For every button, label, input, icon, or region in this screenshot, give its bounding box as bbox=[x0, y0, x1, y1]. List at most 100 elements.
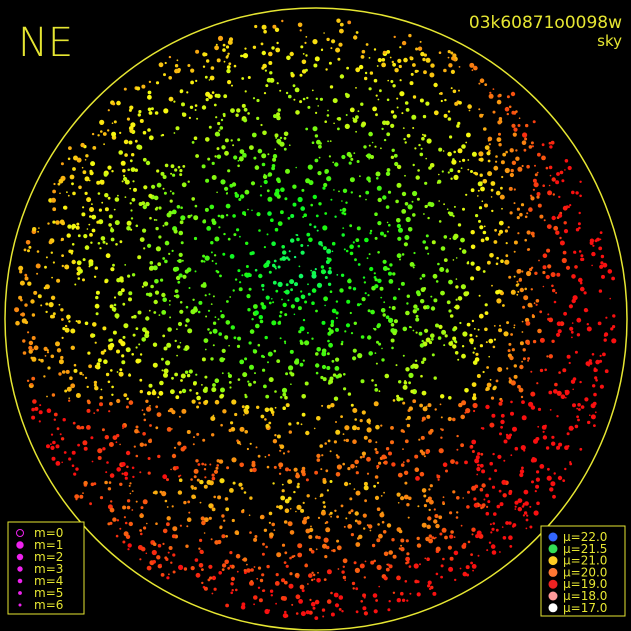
star bbox=[163, 372, 168, 378]
star bbox=[315, 363, 320, 368]
star bbox=[34, 406, 39, 411]
star bbox=[285, 564, 289, 568]
star bbox=[408, 381, 411, 385]
star bbox=[36, 250, 40, 253]
star bbox=[293, 98, 296, 101]
star bbox=[31, 336, 36, 340]
star bbox=[166, 478, 169, 482]
star bbox=[399, 79, 402, 82]
star bbox=[19, 280, 25, 286]
star bbox=[254, 310, 259, 316]
star bbox=[173, 446, 177, 449]
star bbox=[311, 301, 314, 304]
star bbox=[122, 302, 126, 306]
star bbox=[450, 177, 453, 180]
star bbox=[122, 427, 124, 430]
star bbox=[549, 145, 553, 149]
star bbox=[413, 563, 419, 569]
star bbox=[499, 324, 501, 327]
star bbox=[278, 505, 284, 510]
star bbox=[442, 501, 445, 504]
star bbox=[493, 165, 499, 171]
star bbox=[423, 70, 427, 75]
star bbox=[390, 426, 394, 430]
star bbox=[467, 159, 470, 161]
star bbox=[479, 225, 484, 230]
star bbox=[206, 59, 210, 63]
star bbox=[458, 66, 461, 68]
star bbox=[268, 61, 273, 65]
star bbox=[68, 457, 72, 461]
star bbox=[237, 336, 242, 341]
star bbox=[110, 237, 115, 242]
star bbox=[31, 313, 36, 317]
star bbox=[281, 19, 284, 23]
star bbox=[407, 204, 413, 210]
star bbox=[231, 518, 235, 523]
star bbox=[357, 520, 362, 525]
star bbox=[455, 298, 458, 301]
star bbox=[253, 537, 258, 542]
star bbox=[401, 598, 406, 602]
star bbox=[98, 208, 102, 212]
star bbox=[401, 40, 407, 46]
star bbox=[314, 134, 319, 138]
star bbox=[452, 490, 456, 494]
star bbox=[268, 51, 273, 57]
star bbox=[233, 336, 237, 340]
star bbox=[503, 459, 506, 462]
star bbox=[470, 244, 476, 250]
star bbox=[191, 141, 195, 144]
star bbox=[97, 358, 102, 363]
star bbox=[489, 378, 492, 381]
star bbox=[548, 184, 551, 187]
star bbox=[215, 269, 218, 273]
star bbox=[162, 187, 165, 190]
star bbox=[212, 295, 215, 298]
star bbox=[385, 205, 390, 209]
star bbox=[402, 384, 408, 390]
star bbox=[225, 603, 230, 608]
star bbox=[578, 408, 581, 411]
star bbox=[405, 367, 410, 372]
star bbox=[381, 511, 384, 514]
star bbox=[372, 106, 377, 112]
star bbox=[279, 136, 283, 140]
star bbox=[261, 589, 265, 592]
star bbox=[164, 240, 170, 246]
star bbox=[428, 340, 433, 345]
star bbox=[321, 351, 327, 357]
star bbox=[378, 585, 381, 588]
star bbox=[375, 441, 378, 444]
star bbox=[365, 198, 367, 201]
star bbox=[330, 47, 333, 50]
star bbox=[471, 527, 476, 532]
star bbox=[420, 147, 423, 150]
star bbox=[373, 78, 378, 83]
star bbox=[360, 335, 365, 339]
star bbox=[535, 299, 540, 303]
star bbox=[210, 66, 215, 70]
star bbox=[102, 447, 106, 451]
star bbox=[492, 345, 496, 349]
star bbox=[362, 593, 367, 598]
star bbox=[135, 224, 139, 228]
star bbox=[361, 410, 366, 415]
star bbox=[194, 270, 197, 273]
star bbox=[176, 260, 179, 262]
star bbox=[169, 300, 171, 302]
star bbox=[485, 511, 490, 516]
star bbox=[400, 281, 405, 286]
star bbox=[308, 547, 313, 552]
star bbox=[400, 429, 404, 433]
star bbox=[438, 448, 444, 454]
star bbox=[135, 454, 139, 458]
star bbox=[355, 465, 358, 468]
star bbox=[397, 236, 402, 241]
star bbox=[295, 166, 298, 169]
star bbox=[314, 268, 317, 271]
star bbox=[193, 468, 199, 474]
star bbox=[99, 496, 104, 500]
star bbox=[576, 317, 582, 323]
star bbox=[553, 225, 559, 231]
